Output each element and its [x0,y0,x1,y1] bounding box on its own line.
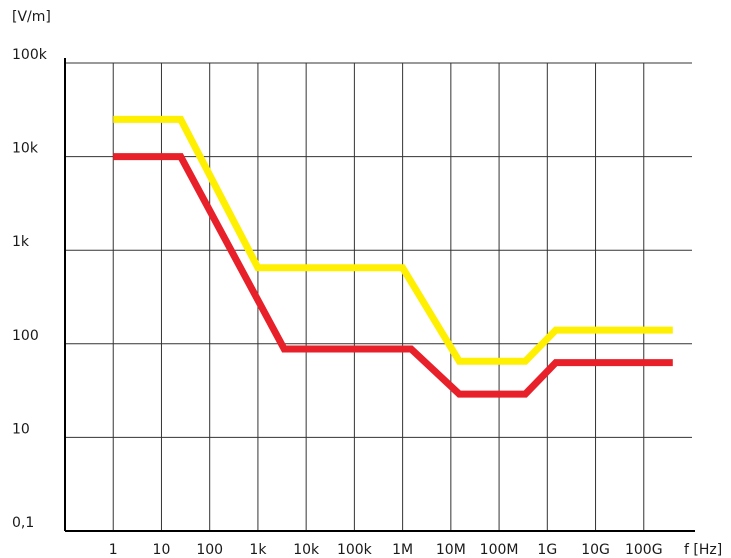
series-line-1 [113,115,673,365]
x-tick-label: 100k [337,542,373,558]
x-tick-label: 10k [293,542,320,558]
series-line-2 [113,153,673,398]
y-tick-label: 1k [12,234,30,250]
y-tick-label: 0,1 [12,515,34,531]
x-tick-label: 10M [436,542,466,558]
y-tick-label: 100k [12,47,48,63]
x-tick-label: 1M [392,542,413,558]
x-tick-label: 100G [625,542,663,558]
y-axis-label: [V/m] [12,9,51,25]
x-tick-label: 1G [537,542,557,558]
x-tick-label: 10 [153,542,171,558]
x-tick-label: 10G [581,542,610,558]
x-tick-label: 1 [109,542,118,558]
x-tick-label: 1k [249,542,267,558]
y-tick-label: 10 [12,421,30,437]
y-tick-label: 100 [12,328,39,344]
x-tick-label: 100M [480,542,519,558]
y-tick-label: 10k [12,141,39,157]
x-tick-label: 100 [196,542,223,558]
x-axis-label: f [Hz] [684,542,722,558]
